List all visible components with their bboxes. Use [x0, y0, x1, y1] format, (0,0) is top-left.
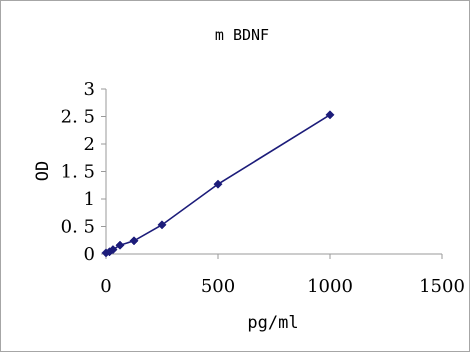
data-point-marker: [157, 220, 167, 230]
series-markers: [101, 110, 335, 258]
x-tick-label: 1500: [419, 276, 465, 297]
data-point-marker: [325, 110, 335, 120]
x-ticks: 0 500 1000 1500: [100, 254, 465, 297]
x-axis-label: pg/ml: [247, 313, 298, 333]
chart-title: m BDNF: [215, 26, 269, 44]
x-tick-label: 1000: [307, 276, 353, 297]
data-point-marker: [129, 236, 139, 246]
x-tick-label: 500: [201, 276, 235, 297]
y-tick-label: 0. 5: [61, 217, 95, 238]
data-point-marker: [108, 245, 118, 255]
y-tick-label: 2. 5: [61, 107, 95, 128]
y-tick-label: 1: [84, 189, 95, 210]
y-tick-label: 3: [84, 79, 95, 100]
data-point-marker: [115, 240, 125, 250]
y-tick-label: 0: [84, 244, 95, 265]
data-point-marker: [213, 179, 223, 189]
y-tick-label: 1. 5: [61, 162, 95, 183]
x-tick-label: 0: [100, 276, 111, 297]
y-tick-label: 2: [84, 134, 95, 155]
y-axis-label: OD: [33, 161, 53, 181]
y-ticks: 0 0. 5 1 1. 5 2 2. 5 3: [61, 79, 106, 265]
